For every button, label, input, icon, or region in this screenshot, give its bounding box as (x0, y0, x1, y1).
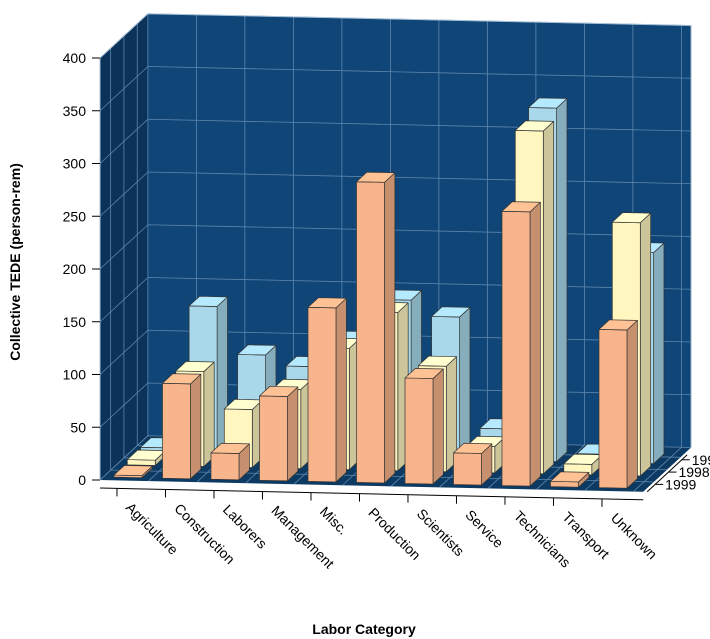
bar-side-face (459, 307, 471, 460)
wall-outline (99, 13, 692, 480)
bar-top-face (188, 295, 228, 307)
bar-1999-laborers (210, 442, 250, 481)
x-tick-label: Agriculture (123, 499, 182, 558)
bar-top-face (501, 201, 541, 213)
y-tick-label: 200 (63, 261, 87, 277)
bar-top-face (528, 97, 568, 109)
legend-label-1999: 1999 (665, 476, 696, 492)
bar-1999-construction (162, 373, 202, 480)
bar-1999-unknown (598, 319, 638, 489)
x-tick-label: Unknown (608, 510, 661, 563)
y-tick-label: 300 (63, 156, 87, 172)
y-tick-label: 50 (70, 419, 86, 435)
bar-side-face (639, 212, 652, 477)
bar-side-face (384, 172, 396, 484)
bar-side-face (542, 121, 555, 475)
x-axis-title: Labor Category (312, 621, 416, 637)
y-tick-label: 100 (63, 367, 87, 383)
gridline-category (536, 23, 585, 490)
x-tick-label: Production (365, 504, 424, 563)
bar-front-face (307, 306, 337, 483)
gridline-category (633, 25, 682, 492)
bar-top-face (417, 355, 458, 367)
bar-side-face (626, 320, 638, 489)
bar-front-face (550, 480, 579, 488)
bar-1999-service (453, 442, 493, 486)
bar-top-face (307, 297, 347, 309)
legend-label-1998: 1998 (678, 464, 709, 480)
bar-front-face (453, 452, 482, 486)
bar-1999-production (356, 171, 396, 484)
bar-front-face (356, 181, 385, 484)
y-tick-label: 400 (63, 50, 87, 66)
bar-side-face (287, 386, 299, 482)
bar-top-face (404, 368, 444, 379)
bar-top-face (162, 373, 202, 385)
bar-top-face (113, 465, 153, 477)
bar-top-face (598, 319, 638, 331)
x-tick-label: Misc. (317, 503, 351, 537)
y-tick-label: 150 (63, 314, 87, 330)
x-tick-label: Service (462, 507, 506, 551)
y-tick-label: 350 (63, 103, 87, 119)
y-axis-title: Collective TEDE (person-rem) (7, 163, 23, 361)
y-tick-label: 250 (63, 208, 87, 224)
bar-side-face (529, 201, 541, 487)
bar-front-face (404, 377, 434, 485)
bar-top-face (210, 442, 250, 454)
bar-top-face (514, 120, 555, 132)
bar-front-face (210, 452, 240, 481)
bar-top-face (611, 212, 652, 224)
bar-layer (113, 97, 665, 489)
bar-1999-management (259, 385, 299, 482)
bar-1999-misc (307, 297, 347, 483)
bar-front-face (598, 329, 628, 489)
gridline-category (99, 13, 149, 481)
bar-side-face (335, 297, 347, 483)
y-tick-label: 0 (78, 472, 86, 488)
bar-top-face (431, 306, 471, 318)
bar-1999-scientists (404, 368, 444, 485)
bar-side-face (653, 242, 665, 465)
bar-side-face (190, 373, 202, 480)
bar-top-face (550, 471, 590, 483)
bar-1999-agriculture (113, 465, 153, 479)
bar-top-face (175, 361, 215, 372)
bar-side-face (432, 368, 444, 485)
bar-front-face (259, 395, 288, 482)
bar-side-face (556, 98, 568, 462)
bar-top-face (356, 171, 396, 183)
bar-front-face (126, 459, 156, 466)
bar-top-face (259, 385, 299, 397)
bar-top-face (453, 442, 493, 454)
bar-front-face (162, 382, 191, 480)
bar-1999-technicians (501, 201, 541, 487)
bar-side-face (203, 361, 215, 467)
x-axis-line (99, 487, 644, 501)
bar-front-face (501, 210, 531, 487)
depth-axis-line (646, 454, 688, 493)
legend-label-1997: 1997 (692, 452, 710, 468)
bar-top-face (237, 344, 277, 356)
bar-1999-transport (550, 471, 590, 488)
